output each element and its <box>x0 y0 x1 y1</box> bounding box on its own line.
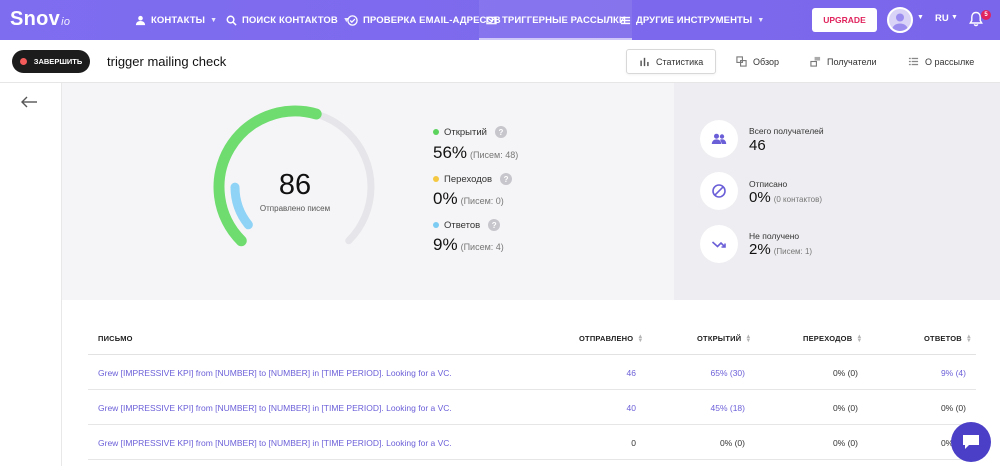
cell-opened[interactable]: 65% (30) <box>710 368 746 378</box>
letter-subject-link[interactable]: Grew [IMPRESSIVE KPI] from [NUMBER] to [… <box>98 403 452 413</box>
top-nav: Snovio КОНТАКТЫ ▼ ПОИСК КОНТАКТОВ ▼ ПРОВ… <box>0 0 1000 40</box>
cell-clicks: 0% (0) <box>832 368 858 378</box>
users-icon <box>700 120 738 158</box>
col-sent[interactable]: ОТПРАВЛЕНО ▲ ▼ <box>579 333 644 344</box>
table-header: ПИСЬМО ОТПРАВЛЕНО ▲ ▼ ОТКРЫТИЙ ▲ ▼ ПЕРЕХОДОВ… <box>88 325 976 355</box>
left-rail <box>0 83 62 466</box>
summary-recipients-value: 46 <box>749 137 766 154</box>
search-icon <box>225 14 237 26</box>
help-icon[interactable]: ? <box>494 126 507 138</box>
summary-recipients-label: Всего получателей <box>749 126 824 136</box>
notification-badge: 5 <box>981 10 991 20</box>
cell-opened: 0% (0) <box>719 438 745 448</box>
chevron-down-icon: ▼ <box>757 16 765 24</box>
chat-button[interactable] <box>951 422 991 462</box>
letter-subject-link[interactable]: Grew [IMPRESSIVE KPI] from [NUMBER] to [… <box>98 368 452 378</box>
cell-replies[interactable]: 9% (4) <box>940 368 966 378</box>
nav-trigger-mailings[interactable]: ТРИГГЕРНЫЕ РАССЫЛКИ <box>479 0 632 40</box>
menu-icon <box>619 14 631 26</box>
user-icon <box>134 14 146 26</box>
bell-icon[interactable] <box>969 11 985 29</box>
recipients-icon <box>810 56 821 67</box>
chat-icon <box>963 435 979 449</box>
table-row: Grew [IMPRESSIVE KPI] from [NUMBER] to [… <box>88 390 976 425</box>
chevron-down-icon: ▼ <box>210 16 218 24</box>
unsubscribe-icon <box>700 172 738 210</box>
replies-dot <box>433 222 439 228</box>
chevron-down-icon[interactable]: ▼ <box>951 14 958 21</box>
avatar[interactable] <box>887 7 913 33</box>
summary-bounced-label: Не получено <box>749 231 800 241</box>
nav-search-contacts[interactable]: ПОИСК КОНТАКТОВ ▼ <box>225 0 350 40</box>
sent-label: Отправлено писем <box>259 204 331 213</box>
col-replies[interactable]: ОТВЕТОВ ▲ ▼ <box>924 333 973 344</box>
campaign-header: ЗАВЕРШИТЬ trigger mailing check Статисти… <box>0 40 1000 83</box>
clicks-dot <box>433 176 439 182</box>
sent-count: 86 <box>278 169 312 201</box>
metric-clicks-value: 0% (Писем: 0) <box>433 189 504 208</box>
metric-replies-label: Ответов ? <box>433 219 501 231</box>
gauge-reply-arc <box>230 182 253 230</box>
language-selector[interactable]: RU <box>935 13 949 24</box>
col-clicks[interactable]: ПЕРЕХОДОВ ▲ ▼ <box>803 333 863 344</box>
finish-campaign-button[interactable]: ЗАВЕРШИТЬ <box>12 50 90 73</box>
mail-icon <box>485 14 497 26</box>
sort-icon: ▲ ▼ <box>637 333 644 344</box>
cell-clicks: 0% (0) <box>832 403 858 413</box>
tab-recipients[interactable]: Получатели <box>810 49 877 74</box>
summary-unsubscribed-label: Отписано <box>749 179 788 189</box>
help-icon[interactable]: ? <box>488 219 501 231</box>
metric-opens-label: Открытий ? <box>433 126 507 138</box>
overview-icon <box>736 56 747 67</box>
brand-logo[interactable]: Snovio <box>10 8 71 30</box>
metric-clicks-label: Переходов ? <box>433 173 513 185</box>
sent-gauge <box>213 105 375 247</box>
help-icon[interactable]: ? <box>500 173 513 185</box>
cell-opened[interactable]: 45% (18) <box>710 403 746 413</box>
nav-email-verify[interactable]: ПРОВЕРКА EMAIL-АДРЕСОВ <box>346 0 501 40</box>
tab-statistics[interactable]: Статистика <box>626 49 717 74</box>
table-row: Grew [IMPRESSIVE KPI] from [NUMBER] to [… <box>88 355 976 390</box>
chevron-down-icon[interactable]: ▼ <box>917 14 924 21</box>
cell-sent: 0 <box>631 438 636 448</box>
status-dot <box>19 58 27 65</box>
back-arrow-icon[interactable] <box>20 95 38 109</box>
sort-icon: ▲ ▼ <box>745 333 752 344</box>
chevron-down-icon: ▼ <box>342 16 350 24</box>
nav-contacts[interactable]: КОНТАКТЫ ▼ <box>134 0 217 40</box>
nav-other-tools[interactable]: ДРУГИЕ ИНСТРУМЕНТЫ ▼ <box>619 0 764 40</box>
metric-replies-value: 9% (Писем: 4) <box>433 235 504 254</box>
col-letter: ПИСЬМО <box>98 334 133 343</box>
list-icon <box>908 56 919 67</box>
summary-bounced-value: 2% (Писем: 1) <box>749 241 813 258</box>
sort-icon: ▲ ▼ <box>856 333 863 344</box>
page-title: trigger mailing check <box>107 54 227 69</box>
summary-unsubscribed-value: 0% (0 контактов) <box>749 189 823 206</box>
gauge-open-arc <box>213 105 322 247</box>
bounce-icon <box>700 225 738 263</box>
metric-opens-value: 56% (Писем: 48) <box>433 143 519 162</box>
col-opened[interactable]: ОТКРЫТИЙ ▲ ▼ <box>697 333 752 344</box>
cell-sent[interactable]: 46 <box>626 368 636 378</box>
upgrade-button[interactable]: UPGRADE <box>812 8 877 32</box>
cell-sent[interactable]: 40 <box>626 403 636 413</box>
bar-chart-icon <box>639 56 650 67</box>
letter-subject-link[interactable]: Grew [IMPRESSIVE KPI] from [NUMBER] to [… <box>98 438 452 448</box>
tab-overview[interactable]: Обзор <box>736 49 779 74</box>
sort-icon: ▲ ▼ <box>965 333 973 344</box>
table-row: Grew [IMPRESSIVE KPI] from [NUMBER] to [… <box>88 425 976 460</box>
cell-replies: 0% (0) <box>940 403 966 413</box>
opens-dot <box>433 129 439 135</box>
check-circle-icon <box>346 14 358 26</box>
cell-clicks: 0% (0) <box>832 438 858 448</box>
tab-about[interactable]: О рассылке <box>908 49 974 74</box>
